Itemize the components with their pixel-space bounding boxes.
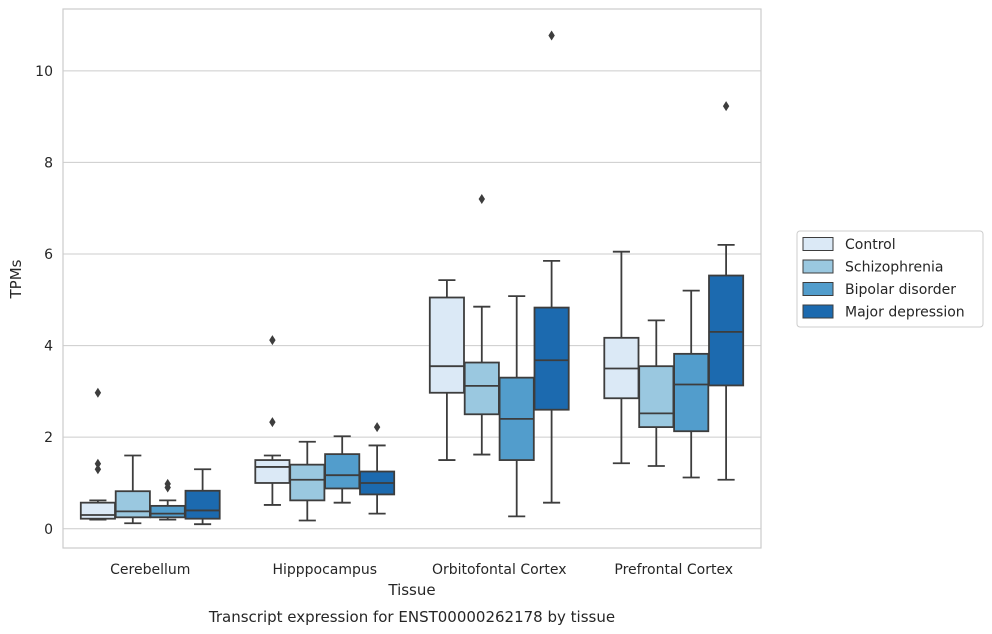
y-axis-label: TPMs (7, 259, 25, 299)
outlier-point (269, 417, 276, 428)
box-major-depression (533, 30, 570, 504)
box-body (673, 352, 710, 433)
y-tick-label: 6 (44, 247, 53, 263)
box-control (254, 335, 291, 506)
legend-swatch (802, 237, 834, 251)
legend-label: Control (845, 237, 896, 253)
box-body (114, 490, 151, 519)
box-body (79, 501, 116, 520)
chart-caption: Transcript expression for ENST0000026217… (208, 608, 615, 626)
box-schizophrenia (289, 440, 326, 522)
box-body (463, 361, 500, 416)
x-tick-label: Prefrontal Cortex (614, 562, 733, 578)
box-major-depression (359, 422, 396, 515)
y-tick-label: 4 (44, 339, 53, 355)
box-body (708, 274, 745, 387)
outlier-point (269, 335, 276, 346)
x-tick-label: Cerebellum (110, 562, 190, 578)
legend-label: Major depression (845, 305, 965, 321)
legend-swatch (802, 259, 834, 274)
y-tick-label: 10 (35, 64, 53, 80)
outlier-point (373, 422, 381, 433)
outlier-point (548, 30, 555, 41)
y-tick-label: 2 (44, 430, 53, 446)
x-tick-label: Hipppocampus (272, 562, 377, 578)
outlier-point (722, 101, 730, 112)
box-body (533, 306, 570, 411)
legend: Control Schizophrenia Bipolar disorder Majo… (796, 230, 984, 328)
box-schizophrenia (114, 454, 151, 525)
legend-swatch (802, 304, 834, 319)
legend-label: Schizophrenia (845, 260, 943, 276)
outlier-point (478, 194, 485, 205)
box-bipolar-disorder (149, 478, 186, 521)
legend-swatch (802, 282, 834, 296)
box-body (289, 463, 326, 502)
box-body (184, 489, 221, 520)
grid-lines (63, 70, 761, 530)
box-body (149, 504, 186, 519)
box-body (428, 296, 465, 394)
box-groups (79, 30, 745, 526)
box-major-depression (708, 101, 745, 481)
outlier-point (94, 387, 102, 398)
outlier-point (94, 458, 102, 469)
x-tick-labels: Cerebellum Hipppocampus Orbitofontal Corte… (110, 562, 733, 578)
box-body (638, 365, 675, 429)
box-body (254, 459, 291, 484)
outlier-point (94, 464, 102, 475)
box-bipolar-disorder (673, 289, 710, 479)
box-schizophrenia (638, 319, 675, 467)
box-control (79, 387, 116, 521)
x-axis-label: Tissue (387, 581, 435, 599)
outlier-point (164, 482, 171, 493)
y-tick-label: 8 (44, 155, 53, 171)
box-body (324, 453, 361, 490)
plot-frame (62, 8, 762, 549)
box-control (603, 250, 640, 465)
y-tick-labels: 0 2 4 6 8 10 (35, 64, 53, 538)
x-tick-label: Orbitofontal Cortex (432, 562, 567, 578)
legend-label: Bipolar disorder (845, 282, 956, 298)
box-bipolar-disorder (324, 435, 361, 504)
y-tick-label: 0 (44, 522, 53, 538)
box-control (428, 279, 465, 461)
box-major-depression (184, 468, 221, 526)
legend-frame (796, 230, 984, 328)
box-bipolar-disorder (498, 295, 535, 518)
box-schizophrenia (463, 194, 500, 456)
